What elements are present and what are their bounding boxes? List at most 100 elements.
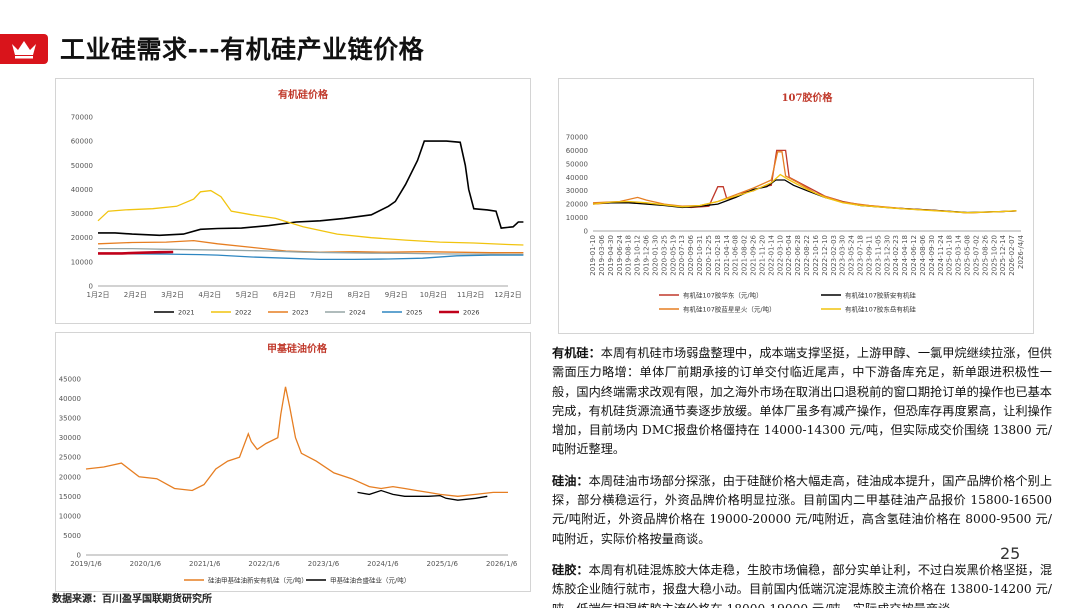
x-tick-label: 2025-01-18: [946, 235, 954, 276]
x-tick-label: 2022-10-16: [812, 234, 820, 275]
x-tick-label: 2023-03-30: [839, 235, 847, 276]
silicone-price-chart-svg: 有机硅价格 0 10000 20000 30000 40000 50000 60000 7000…: [71, 88, 524, 317]
chart-title: 107胶价格: [782, 91, 834, 104]
x-tick-label: 2022-08-22: [803, 235, 811, 276]
x-tick-label: 2019-01-10: [589, 235, 597, 276]
y-tick-label: 0: [89, 283, 93, 291]
x-tick-label: 2025/1/6: [427, 560, 459, 568]
legend-label: 有机硅107胶新安有机硅: [845, 291, 916, 300]
series-line: [97, 189, 524, 246]
y-tick-label: 0: [584, 228, 588, 236]
y-tick-label: 30000: [566, 187, 588, 195]
y-tick-label: 50000: [71, 162, 93, 170]
y-tick-label: 70000: [566, 134, 588, 142]
x-tick-label: 2021-04-14: [723, 234, 731, 275]
x-tick-label: 2024-08-06: [919, 234, 927, 275]
x-tick-label: 2月2日: [124, 291, 147, 299]
x-tick-label: 4月2日: [198, 291, 221, 299]
paragraph-lead: 硅胶：: [552, 562, 589, 577]
x-tick-label: 2024-11-24: [937, 234, 945, 275]
y-tick-label: 30000: [71, 210, 93, 218]
legend-label: 2024: [349, 309, 366, 317]
y-tick-label: 40000: [566, 174, 588, 182]
rubber-107-price-chart-svg: 107胶价格 0 10000 20000 30000 40000 50000 60000 700…: [566, 91, 1025, 314]
x-tick-label: 2020-05-19: [669, 235, 677, 276]
series-line: [85, 386, 508, 497]
chart-title: 有机硅价格: [278, 88, 329, 101]
y-tick-label: 10000: [59, 512, 81, 520]
x-tick-label: 2019-03-06: [598, 234, 606, 275]
x-tick-label: 2026-/4/4: [1017, 234, 1025, 269]
x-tick-label: 6月2日: [273, 291, 296, 299]
paragraph-body: 本周硅油市场部分探涨，由于硅醚价格大幅走高，硅油成本提升，国产品牌价格个别上探，…: [552, 473, 1053, 546]
y-tick-label: 20000: [59, 473, 81, 481]
crown-icon: [12, 41, 36, 59]
legend-label: 有机硅107胶蓝星星火（元/吨）: [683, 305, 776, 314]
x-tick-label: 2024-02-23: [892, 235, 900, 276]
rubber-107-price-chart: 107胶价格 0 10000 20000 30000 40000 50000 60000 700…: [558, 78, 1034, 334]
y-tick-label: 35000: [59, 415, 81, 423]
y-tick-label: 20000: [71, 234, 93, 242]
x-tick-label: 2019-12-06: [643, 234, 651, 275]
x-tick-label: 12月2日: [494, 291, 521, 299]
commentary-paragraph-silicone-rubber: 硅胶：本周有机硅混炼胶大体走稳，生胶市场偏稳，部分实单让利，不过白炭黑价格坚挺，…: [552, 561, 1052, 608]
x-tick-label: 2025-08-26: [981, 234, 989, 275]
x-tick-label: 2020-09-06: [687, 234, 695, 275]
x-tick-label: 2026/1/6: [486, 560, 518, 568]
x-tick-label: 2023/1/6: [308, 560, 340, 568]
x-tick-label: 2022-03-10: [776, 235, 784, 276]
legend-label: 2026: [463, 309, 480, 317]
x-tick-label: 8月2日: [347, 291, 370, 299]
x-tick-label: 2022/1/6: [248, 560, 280, 568]
x-tick-label: 2019-06-24: [616, 234, 624, 275]
x-tick-label: 2019-04-30: [607, 235, 615, 276]
x-tick-label: 2023-05-24: [848, 234, 856, 275]
series-line: [98, 247, 524, 256]
x-tick-label: 2026-02-07: [1008, 235, 1016, 276]
x-tick-label: 2021-09-26: [750, 234, 758, 275]
x-tick-label: 2023-09-11: [865, 235, 873, 276]
x-tick-label: 2021-06-08: [732, 235, 740, 276]
y-tick-label: 60000: [71, 138, 93, 146]
data-source-note: 数据来源：百川盈孚国联期货研究所: [52, 594, 212, 605]
x-tick-label: 5月2日: [236, 291, 259, 299]
x-tick-label: 2022-06-28: [794, 235, 802, 276]
x-tick-label: 1月2日: [87, 291, 110, 299]
y-tick-label: 40000: [59, 395, 81, 403]
paragraph-body: 本周有机硅混炼胶大体走稳，生胶市场偏稳，部分实单让利，不过白炭黑价格坚挺，混炼胶…: [552, 562, 1053, 608]
x-tick-label: 2021/1/6: [189, 560, 221, 568]
paragraph-lead: 有机硅：: [552, 346, 601, 360]
y-tick-label: 25000: [59, 454, 81, 462]
x-tick-label: 2023-11-05: [874, 235, 882, 276]
commentary-paragraph-silicone-oil: 硅油：本周硅油市场部分探涨，由于硅醚价格大幅走高，硅油成本提升，国产品牌价格个别…: [552, 472, 1052, 549]
x-tick-label: 11月2日: [457, 291, 484, 299]
x-tick-label: 2023-12-30: [883, 235, 891, 276]
y-tick-label: 10000: [71, 258, 93, 266]
silicone-price-chart: 有机硅价格 0 10000 20000 30000 40000 50000 60000 7000…: [55, 78, 531, 324]
x-tick-label: 2021-08-02: [741, 235, 749, 276]
y-tick-label: 50000: [566, 160, 588, 168]
y-tick-label: 15000: [59, 493, 81, 501]
x-tick-label: 7月2日: [310, 291, 333, 299]
series-line: [98, 250, 174, 255]
x-tick-label: 2025-05-08: [964, 235, 972, 276]
y-tick-label: 40000: [71, 186, 93, 194]
page-number: 25: [1000, 544, 1021, 563]
x-tick-label: 2019/1/6: [70, 560, 102, 568]
x-tick-label: 2025-10-20: [990, 235, 998, 276]
x-tick-label: 2024-09-30: [928, 235, 936, 276]
x-tick-label: 3月2日: [161, 291, 184, 299]
x-tick-label: 2020/1/6: [130, 560, 162, 568]
methyl-silicone-oil-price-chart-svg: 甲基硅油价格 0 5000 10000 15000 20000 25000 30000 3500…: [59, 342, 518, 585]
x-tick-label: 2020-03-25: [660, 235, 668, 276]
x-tick-label: 2020-10-31: [696, 235, 704, 276]
methyl-silicone-oil-price-chart: 甲基硅油价格 0 5000 10000 15000 20000 25000 30000 3500…: [55, 332, 531, 592]
x-tick-label: 2024/1/6: [367, 560, 399, 568]
y-tick-label: 5000: [63, 532, 81, 540]
x-tick-label: 2023-02-03: [830, 235, 838, 276]
x-tick-label: 2020-12-25: [705, 235, 713, 276]
legend-label: 2022: [235, 309, 252, 317]
x-tick-label: 2020-07-13: [678, 235, 686, 276]
series-line: [98, 140, 524, 237]
page-title: 工业硅需求---有机硅产业链价格: [60, 35, 425, 64]
